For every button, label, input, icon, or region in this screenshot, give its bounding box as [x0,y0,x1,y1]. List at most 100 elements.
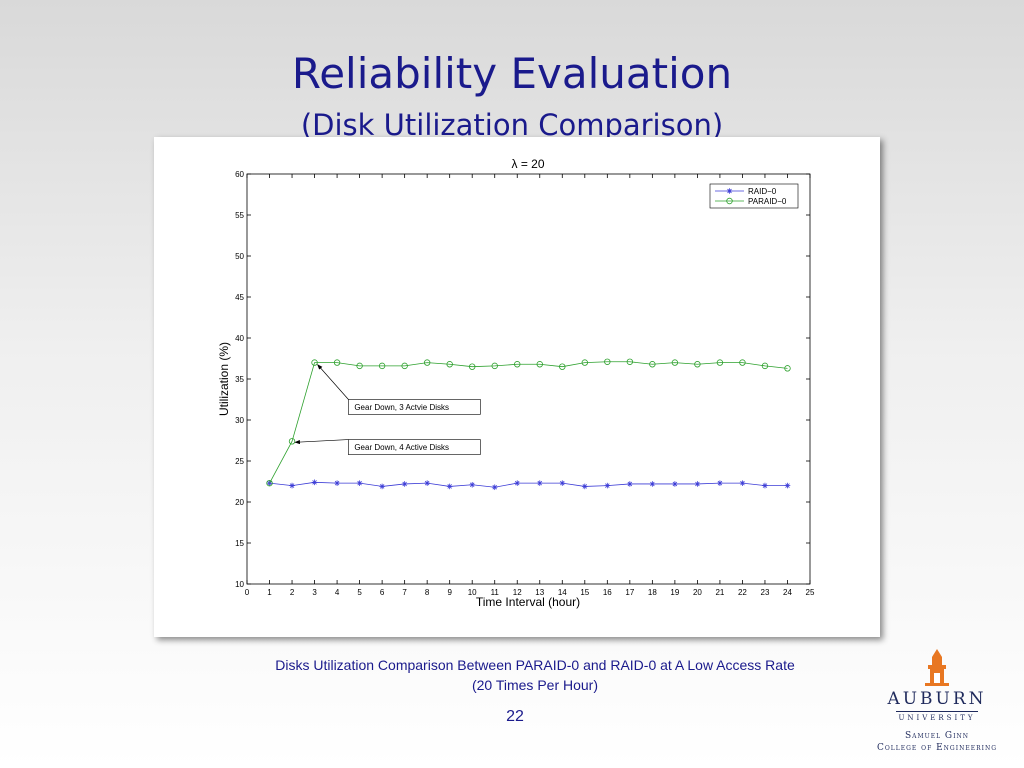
data-point [762,482,768,489]
x-tick-label: 13 [535,588,544,597]
x-tick-label: 9 [447,588,452,597]
annotation-box [348,439,481,455]
data-point [333,359,341,366]
x-tick-label: 2 [290,588,295,597]
data-point [401,481,408,487]
chart-title: λ = 20 [511,157,544,171]
data-point [739,480,746,486]
legend-marker [726,188,733,194]
x-tick-label: 15 [580,588,589,597]
figure-caption: Disks Utilization Comparison Between PAR… [200,655,870,695]
y-tick-label: 10 [235,580,244,589]
y-tick-label: 45 [235,293,244,302]
data-point [717,480,723,486]
annotation-arrow [294,439,349,445]
y-tick-label: 55 [235,211,244,220]
data-point [626,358,634,365]
annotation-1: Gear Down, 3 Actvie Disks [317,364,481,415]
data-point [491,362,498,370]
x-tick-label: 0 [245,588,250,597]
data-point [446,361,453,368]
legend-entry-raid0: RAID−0 [715,187,777,196]
data-point [559,363,566,370]
data-point [694,361,701,368]
logo-wordmark: AUBURN [887,689,987,709]
data-point [672,481,678,487]
annotation-label: Gear Down, 4 Active Disks [354,443,449,452]
figure-panel: 0 1 2 3 4 5 6 7 8 9 10 11 12 13 14 15 16 17 18 19 20 21 22 23 24… [154,137,880,637]
x-tick-label: 22 [738,588,747,597]
data-point [378,362,386,370]
y-tick-label: 15 [235,539,244,548]
x-tick-label: 6 [380,588,385,597]
data-point [379,483,385,490]
x-tick-label: 17 [625,588,634,597]
x-tick-label: 7 [402,588,407,597]
x-tick-label: 21 [715,588,724,597]
data-point [423,359,431,366]
data-point [694,481,701,487]
y-axis-label: Utilization (%) [217,342,231,416]
legend-entry-paraid0: PARAID−0 [715,197,787,206]
logo-college-line-1: Samuel Ginn [905,731,969,741]
data-point [739,359,746,366]
slide-subtitle: (Disk Utilization Comparison) [300,108,724,142]
auburn-logo: AUBURN UNIVERSITY Samuel Ginn College of… [862,645,1012,760]
data-point [671,359,679,366]
annotation-arrow [317,364,349,400]
logo-rule [896,711,978,712]
data-point [784,482,791,489]
x-tick-label: 25 [806,588,815,597]
data-point [514,361,521,368]
data-point [559,480,566,486]
data-point [311,359,318,366]
data-point [469,363,476,370]
x-axis-label: Time Interval (hour) [476,595,580,609]
data-point [716,359,724,366]
data-point [356,480,363,486]
data-point [401,362,408,370]
x-tick-label: 20 [693,588,702,597]
data-point [536,480,543,486]
data-point [536,361,543,368]
y-tick-label: 35 [235,375,244,384]
data-point [446,483,453,490]
data-point [582,483,588,490]
data-point [356,362,363,370]
y-tick-label: 30 [235,416,244,425]
slide-number: 22 [506,708,524,725]
x-tick-label: 8 [425,588,430,597]
data-point [266,479,273,487]
x-tick-label: 18 [648,588,657,597]
data-point [761,362,769,370]
x-tick-label: 24 [783,588,792,597]
tower-icon [925,649,949,686]
x-tick-label: 16 [603,588,612,597]
legend-marker [726,197,733,205]
caption-line-2: (20 Times Per Hour) [471,677,599,693]
x-tick-label: 11 [491,588,500,597]
annotation-2: Gear Down, 4 Active Disks [294,439,481,455]
data-point [784,365,791,372]
y-tick-label: 25 [235,457,244,466]
data-point [334,480,340,486]
data-point [469,481,475,488]
x-tick-label: 4 [335,588,340,597]
data-point [311,479,318,486]
x-tick-label: 23 [761,588,770,597]
x-tick-label: 14 [558,588,567,597]
plot-frame [246,173,811,585]
annotation-label: Gear Down, 3 Actvie Disks [354,403,449,412]
caption-line-1: Disks Utilization Comparison Between PAR… [275,657,795,673]
legend-label: RAID−0 [748,187,777,196]
x-tick-label: 10 [468,588,477,597]
data-point [581,359,588,366]
slide-title: Reliability Evaluation [291,49,733,98]
utilization-chart: 0 1 2 3 4 5 6 7 8 9 10 11 12 13 14 15 16 17 18 19 20 21 22 23 24… [217,157,815,609]
data-point [424,480,430,486]
y-tick-label: 60 [235,170,244,179]
data-point [604,482,611,489]
data-point [266,480,273,486]
data-point [514,480,521,486]
data-point [289,482,295,489]
